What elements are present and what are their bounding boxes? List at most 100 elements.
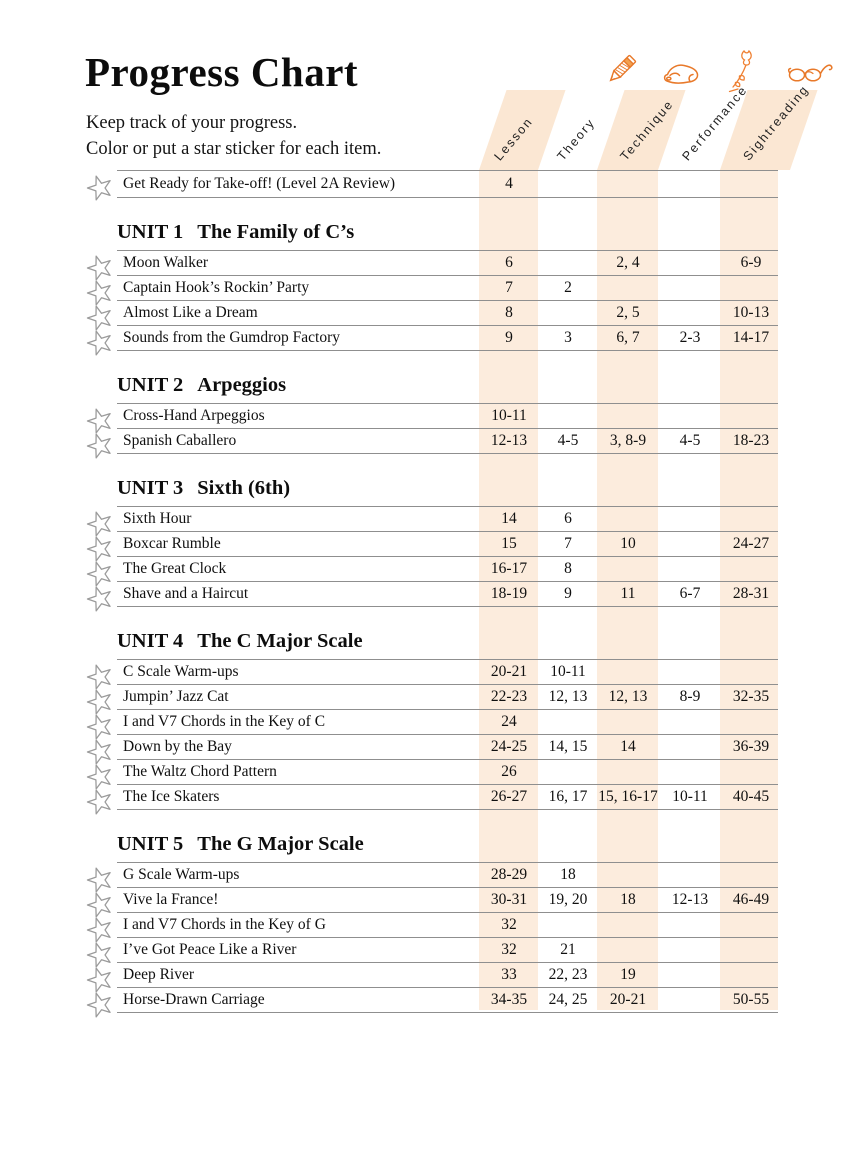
table-row: Jumpin’ Jazz Cat 22-23 12, 13 12, 13 8-9… (86, 684, 778, 715)
unit-heading: UNIT 2 Arpeggios (117, 375, 778, 397)
piece-title: Get Ready for Take-off! (Level 2A Review… (123, 175, 396, 192)
unit-section: UNIT 5 The G Major Scale G Scale Warm-ups… (86, 833, 778, 1018)
cell-theory: 16, 17 (548, 788, 588, 805)
table-row: Horse-Drawn Carriage 34-35 24, 25 20-21 … (86, 987, 778, 1018)
table-row: Vive la France! 30-31 19, 20 18 12-13 46… (86, 887, 778, 918)
star-icon[interactable] (86, 510, 114, 538)
star-icon[interactable] (86, 788, 114, 816)
cell-technique (593, 863, 663, 887)
cell-lesson: 32 (501, 941, 517, 958)
cell-performance (655, 507, 725, 531)
cell-lesson: 26 (501, 763, 517, 780)
star-icon[interactable] (86, 279, 114, 307)
piece-title: Almost Like a Dream (123, 304, 258, 321)
cell-lesson: 8 (505, 304, 513, 321)
unit-name: The G Major Scale (197, 833, 364, 855)
cell-performance (655, 963, 725, 987)
cell-theory: 4-5 (557, 432, 579, 449)
star-icon[interactable] (86, 738, 114, 766)
cell-sightreading (716, 404, 786, 428)
cell-lesson: 4 (505, 175, 513, 192)
cell-technique: 20-21 (609, 991, 647, 1008)
piece-title: I and V7 Chords in the Key of C (123, 713, 326, 730)
star-icon[interactable] (86, 941, 114, 969)
unit-heading: UNIT 1 The Family of C’s (117, 222, 778, 244)
cell-theory: 18 (560, 866, 576, 883)
cell-performance: 6-7 (679, 585, 701, 602)
unit-heading: UNIT 3 Sixth (6th) (117, 478, 778, 500)
unit-section: UNIT 2 Arpeggios Cross-Hand Arpeggios 10-… (86, 375, 778, 459)
cell-performance: 12-13 (671, 891, 709, 908)
cell-performance (655, 301, 725, 325)
cell-performance (655, 557, 725, 581)
cell-performance (655, 171, 725, 197)
star-icon[interactable] (86, 329, 114, 357)
cell-performance (655, 938, 725, 962)
piece-title: The Great Clock (123, 560, 227, 577)
unit-section: UNIT 3 Sixth (6th) Sixth Hour 14 6 Box (86, 478, 778, 612)
table-row: The Waltz Chord Pattern 26 (86, 759, 778, 790)
star-icon[interactable] (86, 254, 114, 282)
unit-number: UNIT 1 (117, 221, 184, 243)
cell-lesson: 6 (505, 254, 513, 271)
piece-title: Down by the Bay (123, 738, 232, 755)
cell-theory: 9 (564, 585, 572, 602)
cell-lesson: 10-11 (491, 407, 527, 424)
cell-theory: 2 (564, 279, 572, 296)
star-icon[interactable] (86, 713, 114, 741)
cell-sightreading (716, 660, 786, 684)
star-icon[interactable] (86, 585, 114, 613)
stripe-sightreading (720, 170, 778, 1010)
table-row: Get Ready for Take-off! (Level 2A Review… (86, 170, 778, 201)
cell-theory: 8 (564, 560, 572, 577)
cell-theory: 7 (564, 535, 572, 552)
cell-sightreading: 28-31 (732, 585, 770, 602)
cell-technique (593, 507, 663, 531)
table-row: I and V7 Chords in the Key of C 24 (86, 709, 778, 740)
piece-title: I’ve Got Peace Like a River (123, 941, 297, 958)
piece-title: I and V7 Chords in the Key of G (123, 916, 326, 933)
star-icon[interactable] (86, 688, 114, 716)
star-icon[interactable] (86, 663, 114, 691)
star-icon[interactable] (86, 304, 114, 332)
cell-sightreading (716, 710, 786, 734)
table-row: Deep River 33 22, 23 19 (86, 962, 778, 993)
cell-sightreading (716, 507, 786, 531)
cell-technique: 2, 5 (616, 304, 640, 321)
star-icon[interactable] (86, 763, 114, 791)
cell-performance (655, 532, 725, 556)
star-icon[interactable] (86, 916, 114, 944)
unit-rows: C Scale Warm-ups 20-21 10-11 Jumpin’ Jaz… (86, 659, 778, 815)
piece-title: Deep River (123, 966, 195, 983)
cell-lesson: 30-31 (490, 891, 528, 908)
cell-lesson: 26-27 (490, 788, 528, 805)
cell-sightreading: 32-35 (732, 688, 770, 705)
cell-technique: 10 (620, 535, 636, 552)
star-icon[interactable] (86, 560, 114, 588)
piece-title: Horse-Drawn Carriage (123, 991, 265, 1008)
cell-technique: 3, 8-9 (609, 432, 647, 449)
cell-theory: 3 (564, 329, 572, 346)
piece-title: Vive la France! (123, 891, 219, 908)
star-icon[interactable] (86, 891, 114, 919)
cell-sightreading (716, 863, 786, 887)
subtitle-line-2: Color or put a star sticker for each ite… (86, 139, 382, 160)
table-row: C Scale Warm-ups 20-21 10-11 (86, 659, 778, 690)
star-icon[interactable] (86, 407, 114, 435)
cell-theory: 6 (564, 510, 572, 527)
star-icon[interactable] (86, 432, 114, 460)
star-icon[interactable] (86, 174, 114, 202)
cell-lesson: 18-19 (490, 585, 528, 602)
star-icon[interactable] (86, 535, 114, 563)
star-icon[interactable] (86, 866, 114, 894)
unit-name: The C Major Scale (197, 630, 363, 652)
piece-title: Jumpin’ Jazz Cat (123, 688, 229, 705)
cell-technique (593, 171, 663, 197)
cell-technique: 12, 13 (608, 688, 648, 705)
cell-lesson: 7 (505, 279, 513, 296)
pencil-icon (604, 50, 640, 95)
unit-number: UNIT 5 (117, 833, 184, 855)
table-row: Captain Hook’s Rockin’ Party 7 2 (86, 275, 778, 306)
star-icon[interactable] (86, 991, 114, 1019)
star-icon[interactable] (86, 966, 114, 994)
